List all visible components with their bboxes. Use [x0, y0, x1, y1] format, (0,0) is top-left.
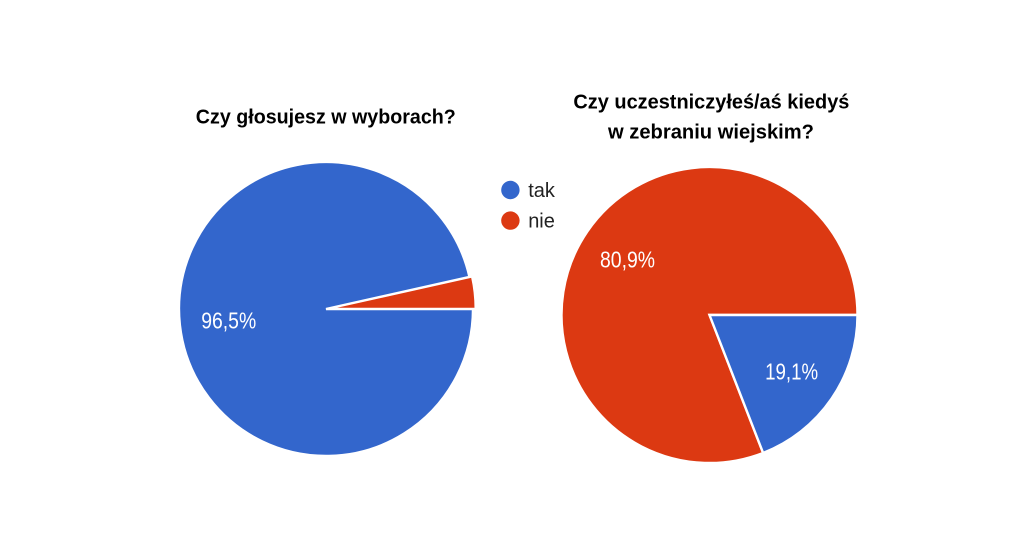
svg-text:Czy głosujesz w wyborach?: Czy głosujesz w wyborach? [196, 106, 456, 128]
svg-text:nie: nie [528, 211, 555, 233]
svg-text:Czy uczestniczyłeś/aś kiedyś: Czy uczestniczyłeś/aś kiedyś [573, 92, 849, 114]
svg-text:96,5%: 96,5% [201, 308, 256, 334]
svg-text:80,9%: 80,9% [600, 246, 655, 272]
svg-text:w zebraniu wiejskim?: w zebraniu wiejskim? [607, 121, 814, 143]
svg-text:tak: tak [528, 180, 556, 202]
svg-text:19,1%: 19,1% [765, 358, 818, 384]
